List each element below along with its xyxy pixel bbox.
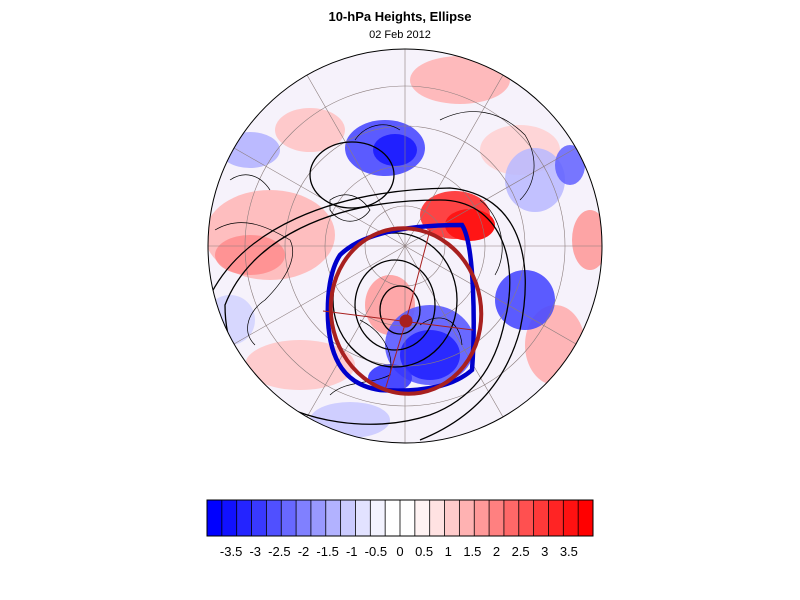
colorbar-bin bbox=[355, 500, 371, 536]
colorbar-tick-label: -2 bbox=[298, 544, 310, 559]
colorbar-tick-label: -1 bbox=[346, 544, 358, 559]
colorbar-bin bbox=[533, 500, 549, 536]
ellipse-center bbox=[399, 314, 413, 328]
colorbar-tick-label: 3.5 bbox=[560, 544, 578, 559]
colorbar-bin bbox=[400, 500, 416, 536]
colorbar-bin bbox=[548, 500, 564, 536]
map-border bbox=[207, 48, 603, 444]
colorbar-bins bbox=[207, 500, 594, 536]
colorbar-bin bbox=[207, 500, 223, 536]
colorbar-bin bbox=[444, 500, 460, 536]
colorbar-bin bbox=[236, 500, 252, 536]
colorbar-tick-label: 0.5 bbox=[415, 544, 433, 559]
colorbar-bin bbox=[296, 500, 312, 536]
colorbar-tick-label: 3 bbox=[541, 544, 548, 559]
colorbar-bin bbox=[310, 500, 327, 536]
colorbar-ticks: -3.5 -3 -2.5 -2 -1.5 -1 -0.5 0 0.5 1 1.5 2 2.5 3 3.5 bbox=[220, 544, 578, 559]
chart-title: 10-hPa Heights, Ellipse bbox=[328, 9, 472, 24]
colorbar-bin bbox=[370, 500, 386, 536]
colorbar-tick-label: -0.5 bbox=[365, 544, 387, 559]
colorbar-bin bbox=[414, 500, 430, 536]
colorbar-tick-label: 2 bbox=[493, 544, 500, 559]
colorbar-bin bbox=[251, 500, 267, 536]
colorbar-tick-label: -1.5 bbox=[316, 544, 338, 559]
colorbar-bin bbox=[518, 500, 534, 536]
colorbar-bin bbox=[221, 500, 237, 536]
colorbar-tick-label: 1 bbox=[445, 544, 452, 559]
colorbar-bin bbox=[563, 500, 579, 536]
colorbar-bin bbox=[281, 500, 297, 536]
colorbar-tick-label: -2.5 bbox=[268, 544, 290, 559]
colorbar-bin bbox=[429, 500, 445, 536]
colorbar-tick-label: 2.5 bbox=[512, 544, 530, 559]
chart-subtitle: 02 Feb 2012 bbox=[369, 29, 431, 41]
colorbar-bin bbox=[578, 500, 594, 536]
colorbar-bin bbox=[266, 500, 282, 536]
vortex-ellipse bbox=[322, 226, 484, 396]
colorbar-bin bbox=[325, 500, 341, 536]
colorbar-tick-label: -3 bbox=[249, 544, 261, 559]
colorbar-tick-label: 1.5 bbox=[463, 544, 481, 559]
colorbar-tick-label: 0 bbox=[396, 544, 403, 559]
colorbar-bin bbox=[459, 500, 475, 536]
colorbar-bin bbox=[385, 500, 401, 536]
colorbar-bin bbox=[489, 500, 505, 536]
colorbar-frame bbox=[206, 499, 594, 537]
vortex-edge bbox=[325, 222, 476, 393]
colorbar-bin bbox=[474, 500, 490, 536]
colorbar-tick-label: -3.5 bbox=[220, 544, 242, 559]
colorbar-bin bbox=[503, 500, 520, 536]
colorbar-bin bbox=[340, 500, 356, 536]
